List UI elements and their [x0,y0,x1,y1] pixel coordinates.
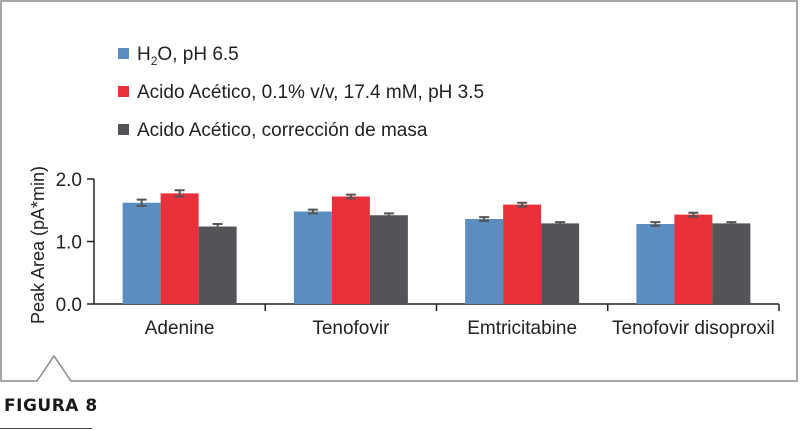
bars [122,193,751,304]
x-tick-label: Tenofovir [312,318,390,339]
legend-swatch-acetic [118,86,129,97]
legend: H2O, pH 6.5 Acido Acético, 0.1% v/v, 17.… [118,44,484,141]
x-tick-label: Adenine [145,318,215,339]
y-tick-label: 1.0 [56,233,82,254]
bar [465,219,504,304]
y-tick-label: 2.0 [56,170,82,191]
legend-swatch-h2o [118,48,129,59]
bar [541,223,580,304]
legend-swatch-mass-correction [118,124,129,135]
x-labels: Adenine Tenofovir Emtricitabine Tenofovir d… [145,318,775,339]
legend-label-mass-correction: Acido Acético, corrección de masa [137,120,428,141]
x-tick-label: Tenofovir disoproxil [612,318,775,339]
bar [331,196,370,304]
figure-label: FIGURA 8 [4,396,98,416]
bar [369,215,408,304]
legend-label-acetic: Acido Acético, 0.1% v/v, 17.4 mM, pH 3.5 [137,82,484,103]
bar [674,214,713,304]
bar [198,226,237,304]
x-tick-label: Emtricitabine [467,318,577,339]
bar [503,204,542,304]
bar [160,193,199,304]
x-ticks [264,304,780,311]
y-axis-title: Peak Area (pA*min) [28,166,48,324]
bar [293,211,332,304]
y-ticks: 0.0 1.0 2.0 [56,170,94,316]
bar [122,202,161,304]
y-tick-label: 0.0 [56,295,82,316]
bar [636,224,675,304]
bar [712,223,751,304]
error-bars [136,189,737,230]
figure-label-rule [0,428,92,429]
